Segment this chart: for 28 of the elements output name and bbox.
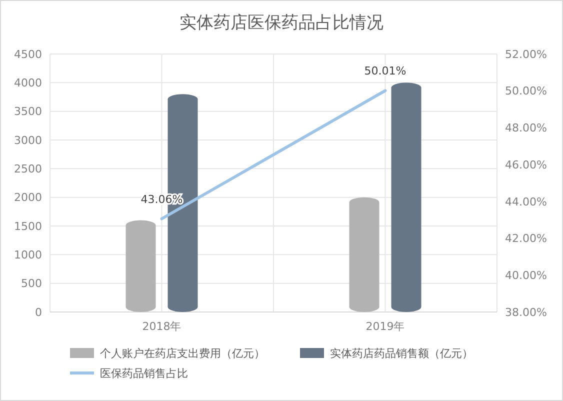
legend-label: 医保药品销售占比 bbox=[100, 366, 188, 380]
data-label: 50.01% bbox=[364, 64, 406, 78]
y2-tick-label: 48.00% bbox=[505, 122, 547, 135]
y-tick-label: 0 bbox=[35, 306, 42, 319]
y-tick-label: 2000 bbox=[14, 191, 42, 204]
legend-label: 实体药店药品销售额（亿元） bbox=[330, 346, 473, 360]
bar bbox=[391, 82, 422, 312]
x-tick-label: 2018年 bbox=[142, 320, 182, 333]
bar bbox=[126, 220, 156, 312]
y-tick-label: 1500 bbox=[14, 220, 42, 233]
y2-tick-label: 38.00% bbox=[505, 306, 547, 319]
y-tick-label: 4000 bbox=[14, 76, 42, 90]
y-tick-label: 1000 bbox=[14, 248, 42, 262]
y-tick-label: 500 bbox=[21, 277, 42, 290]
y2-tick-label: 40.00% bbox=[505, 268, 547, 282]
y-tick-label: 3000 bbox=[14, 134, 42, 147]
y-tick-label: 2500 bbox=[14, 162, 42, 176]
y2-tick-label: 50.00% bbox=[505, 84, 547, 98]
y2-tick-label: 42.00% bbox=[505, 232, 547, 246]
y-tick-label: 4500 bbox=[14, 48, 42, 61]
legend-label: 个人账户在药店支出费用（亿元） bbox=[100, 346, 265, 360]
y2-tick-label: 52.00% bbox=[505, 48, 547, 61]
x-tick-label: 2019年 bbox=[366, 320, 405, 333]
y2-tick-label: 44.00% bbox=[505, 195, 547, 208]
y-tick-label: 3500 bbox=[14, 105, 42, 118]
chart-title: 实体药店医保药品占比情况 bbox=[180, 13, 384, 33]
y2-tick-label: 46.00% bbox=[505, 158, 547, 172]
bar bbox=[349, 197, 380, 312]
